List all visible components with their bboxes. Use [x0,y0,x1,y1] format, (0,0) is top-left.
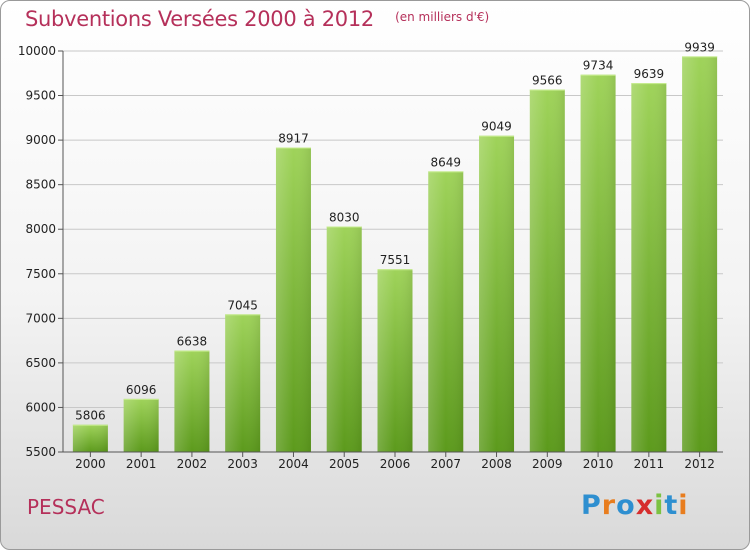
value-label-2002: 6638 [177,335,208,349]
bar-shade-2005 [326,226,362,452]
value-label-2001: 6096 [126,383,157,397]
y-tick-label: 8500 [25,178,56,192]
x-tick-label-2006: 2006 [380,457,411,471]
x-tick-label-2000: 2000 [75,457,106,471]
bar-shade-2008 [479,135,515,452]
y-tick-label: 5500 [25,445,56,459]
logo-letter: i [654,490,665,521]
logo-letter: o [616,490,636,521]
bar-shade-2010 [580,74,616,452]
x-tick-label-2003: 2003 [227,457,258,471]
y-tick-label: 9500 [25,89,56,103]
logo-letter: t [664,490,679,521]
bar-shade-2006 [377,269,413,452]
value-label-2006: 7551 [380,253,411,267]
x-tick-label-2004: 2004 [278,457,309,471]
bar-shade-2002 [174,350,210,452]
bar-shade-2003 [225,314,261,452]
bar-shade-2011 [631,83,667,452]
commune-name: PESSAC [27,495,105,519]
y-tick-label: 7500 [25,267,56,281]
chart-subtitle: (en milliers d'€) [395,10,490,24]
bar-shade-2009 [529,89,565,452]
bar-shade-2012 [682,56,718,452]
y-tick-label: 9000 [25,133,56,147]
axes: 5500 6000 6500 7000 7500 8000 8500 9000 9500 1000… [18,44,723,471]
x-tick-label-2009: 2009 [532,457,563,471]
logo-letter: P [581,490,602,521]
bar-shade-2000 [72,424,108,452]
value-label-2008: 9049 [481,120,512,134]
x-tick-label-2001: 2001 [126,457,157,471]
value-label-2011: 9639 [634,67,665,81]
y-tick-label: 8000 [25,222,56,236]
x-tick-label-2008: 2008 [481,457,512,471]
x-tick-label-2012: 2012 [684,457,715,471]
value-label-2005: 8030 [329,211,360,225]
value-label-2010: 9734 [583,59,614,73]
y-tick-label: 10000 [18,44,56,58]
x-tick-label-2007: 2007 [430,457,461,471]
bar-shade-2004 [275,147,311,453]
value-label-2003: 7045 [227,298,258,312]
y-tick-label: 7000 [25,311,56,325]
logo-letter: i [678,490,689,521]
value-label-2009: 9566 [532,74,563,88]
x-tick-label-2002: 2002 [177,457,208,471]
x-tick-label-2011: 2011 [634,457,665,471]
value-label-2012: 9939 [684,40,715,54]
title-row: Subventions Versées 2000 à 2012 (en mill… [25,7,489,31]
value-label-2007: 8649 [430,155,461,169]
y-tick-label: 6500 [25,356,56,370]
x-tick-label-2010: 2010 [583,457,614,471]
bar-shade-2007 [428,171,464,453]
logo-letter: x [635,490,655,521]
bar-shade-2001 [123,398,159,452]
value-label-2004: 8917 [278,132,309,146]
logo-letter: r [601,490,617,521]
bars: 5806 6096 6638 7045 8917 8030 7551 8649 9049 9566… [72,40,718,453]
proxiti-logo[interactable]: Proxiti [581,490,689,521]
value-label-2000: 5806 [75,409,106,423]
y-tick-label: 6000 [25,400,56,414]
x-tick-label-2005: 2005 [329,457,360,471]
chart-title: Subventions Versées 2000 à 2012 [25,7,374,31]
